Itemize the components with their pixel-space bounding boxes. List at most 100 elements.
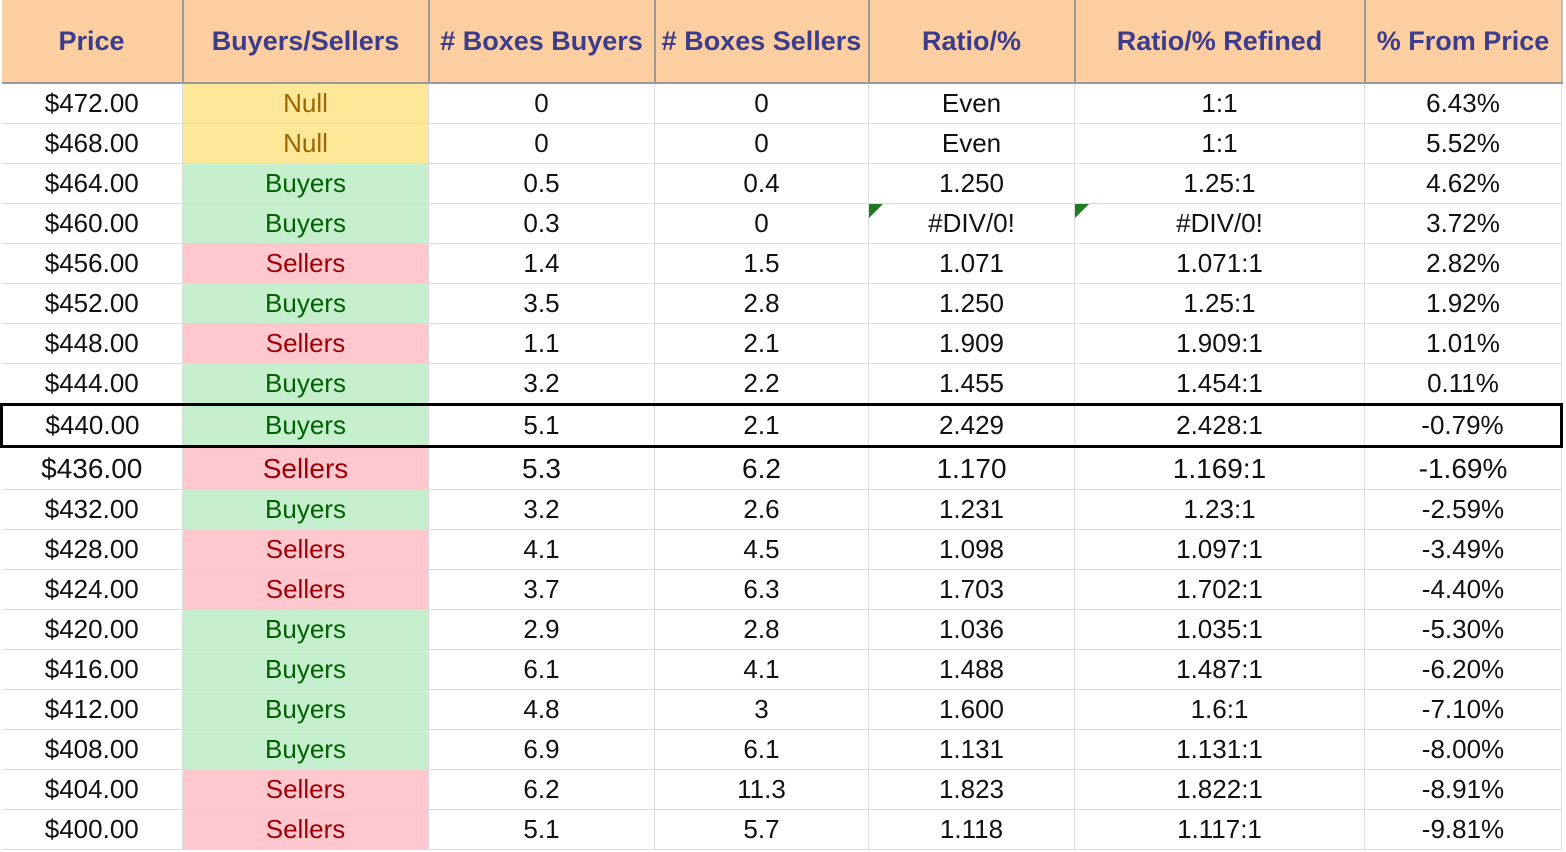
ratio-cell[interactable]: 1.488 — [868, 649, 1075, 690]
boxes-buyers-cell[interactable]: 6.1 — [428, 649, 655, 690]
boxes-sellers-cell[interactable]: 2.6 — [654, 489, 869, 530]
price-cell[interactable]: $404.00 — [1, 769, 183, 810]
ratio-refined-cell[interactable]: 1.487:1 — [1074, 649, 1365, 690]
pct-from-price-cell[interactable]: 2.82% — [1364, 243, 1562, 284]
ratio-refined-cell[interactable]: 1.035:1 — [1074, 609, 1365, 650]
price-cell[interactable]: $420.00 — [1, 609, 183, 650]
boxes-sellers-cell[interactable]: 2.2 — [654, 363, 869, 405]
boxes-sellers-cell[interactable]: 0 — [654, 123, 869, 164]
pct-from-price-cell[interactable]: -8.00% — [1364, 729, 1562, 770]
side-cell[interactable]: Buyers — [182, 203, 429, 244]
error-indicator-icon[interactable] — [869, 204, 883, 218]
side-cell[interactable]: Sellers — [182, 809, 429, 850]
ratio-refined-cell[interactable]: 1.25:1 — [1074, 283, 1365, 324]
side-cell[interactable]: Buyers — [182, 363, 429, 405]
boxes-sellers-cell[interactable]: 2.8 — [654, 283, 869, 324]
price-cell[interactable]: $400.00 — [1, 809, 183, 850]
boxes-buyers-cell[interactable]: 0 — [428, 83, 655, 124]
ratio-refined-cell[interactable]: 1:1 — [1074, 123, 1365, 164]
price-cell[interactable]: $408.00 — [1, 729, 183, 770]
price-cell[interactable]: $460.00 — [1, 203, 183, 244]
header-boxes-buyers[interactable]: # Boxes Buyers — [428, 0, 656, 84]
ratio-refined-cell[interactable]: 1.909:1 — [1074, 323, 1365, 364]
ratio-cell[interactable]: 1.600 — [868, 689, 1075, 730]
pct-from-price-cell[interactable]: 1.92% — [1364, 283, 1562, 324]
boxes-buyers-cell[interactable]: 5.1 — [428, 809, 655, 850]
boxes-buyers-cell[interactable]: 0.3 — [428, 203, 655, 244]
header-pct-from-price[interactable]: % From Price — [1364, 0, 1563, 84]
boxes-sellers-cell[interactable]: 2.8 — [654, 609, 869, 650]
price-cell[interactable]: $448.00 — [1, 323, 183, 364]
price-cell[interactable]: $436.00 — [1, 446, 183, 490]
pct-from-price-cell[interactable]: -0.79% — [1364, 403, 1563, 448]
boxes-sellers-cell[interactable]: 0 — [654, 203, 869, 244]
ratio-refined-cell[interactable]: #DIV/0! — [1074, 203, 1365, 244]
side-cell[interactable]: Buyers — [182, 649, 429, 690]
side-cell[interactable]: Sellers — [182, 769, 429, 810]
price-cell[interactable]: $444.00 — [1, 363, 183, 405]
boxes-sellers-cell[interactable]: 5.7 — [654, 809, 869, 850]
pct-from-price-cell[interactable]: 3.72% — [1364, 203, 1562, 244]
price-cell[interactable]: $452.00 — [1, 283, 183, 324]
ratio-refined-cell[interactable]: 1.097:1 — [1074, 529, 1365, 570]
ratio-cell[interactable]: 1.231 — [868, 489, 1075, 530]
side-cell[interactable]: Sellers — [182, 243, 429, 284]
boxes-buyers-cell[interactable]: 5.1 — [428, 403, 655, 448]
boxes-sellers-cell[interactable]: 0.4 — [654, 163, 869, 204]
side-cell[interactable]: Buyers — [182, 609, 429, 650]
pct-from-price-cell[interactable]: -2.59% — [1364, 489, 1562, 530]
boxes-sellers-cell[interactable]: 4.1 — [654, 649, 869, 690]
side-cell[interactable]: Buyers — [182, 489, 429, 530]
side-cell[interactable]: Sellers — [182, 529, 429, 570]
boxes-sellers-cell[interactable]: 6.3 — [654, 569, 869, 610]
price-cell[interactable]: $468.00 — [1, 123, 183, 164]
ratio-cell[interactable]: 2.429 — [868, 403, 1075, 448]
ratio-cell[interactable]: 1.118 — [868, 809, 1075, 850]
ratio-cell[interactable]: 1.823 — [868, 769, 1075, 810]
pct-from-price-cell[interactable]: -3.49% — [1364, 529, 1562, 570]
ratio-cell[interactable]: 1.098 — [868, 529, 1075, 570]
pct-from-price-cell[interactable]: -6.20% — [1364, 649, 1562, 690]
ratio-cell[interactable]: 1.909 — [868, 323, 1075, 364]
ratio-cell[interactable]: Even — [868, 123, 1075, 164]
price-cell[interactable]: $412.00 — [1, 689, 183, 730]
pct-from-price-cell[interactable]: -5.30% — [1364, 609, 1562, 650]
side-cell[interactable]: Null — [182, 123, 429, 164]
ratio-cell[interactable]: 1.170 — [868, 446, 1075, 490]
boxes-sellers-cell[interactable]: 0 — [654, 83, 869, 124]
boxes-buyers-cell[interactable]: 4.8 — [428, 689, 655, 730]
boxes-buyers-cell[interactable]: 2.9 — [428, 609, 655, 650]
pct-from-price-cell[interactable]: 1.01% — [1364, 323, 1562, 364]
price-cell[interactable]: $424.00 — [1, 569, 183, 610]
pct-from-price-cell[interactable]: -1.69% — [1364, 446, 1562, 490]
pct-from-price-cell[interactable]: -7.10% — [1364, 689, 1562, 730]
boxes-sellers-cell[interactable]: 11.3 — [654, 769, 869, 810]
boxes-buyers-cell[interactable]: 3.2 — [428, 363, 655, 405]
pct-from-price-cell[interactable]: 5.52% — [1364, 123, 1562, 164]
ratio-refined-cell[interactable]: 1.131:1 — [1074, 729, 1365, 770]
ratio-refined-cell[interactable]: 2.428:1 — [1074, 403, 1365, 448]
ratio-refined-cell[interactable]: 1.117:1 — [1074, 809, 1365, 850]
side-cell[interactable]: Buyers — [182, 283, 429, 324]
ratio-refined-cell[interactable]: 1.169:1 — [1074, 446, 1365, 490]
side-cell[interactable]: Buyers — [182, 403, 429, 448]
ratio-cell[interactable]: #DIV/0! — [868, 203, 1075, 244]
boxes-sellers-cell[interactable]: 6.2 — [654, 446, 869, 490]
price-cell[interactable]: $472.00 — [1, 83, 183, 124]
boxes-buyers-cell[interactable]: 1.4 — [428, 243, 655, 284]
boxes-sellers-cell[interactable]: 2.1 — [654, 323, 869, 364]
ratio-cell[interactable]: 1.250 — [868, 163, 1075, 204]
side-cell[interactable]: Sellers — [182, 323, 429, 364]
side-cell[interactable]: Buyers — [182, 729, 429, 770]
side-cell[interactable]: Sellers — [182, 446, 429, 490]
pct-from-price-cell[interactable]: -4.40% — [1364, 569, 1562, 610]
header-boxes-sellers[interactable]: # Boxes Sellers — [654, 0, 870, 84]
pct-from-price-cell[interactable]: 0.11% — [1364, 363, 1562, 405]
ratio-refined-cell[interactable]: 1.822:1 — [1074, 769, 1365, 810]
pct-from-price-cell[interactable]: 6.43% — [1364, 83, 1562, 124]
ratio-refined-cell[interactable]: 1.702:1 — [1074, 569, 1365, 610]
boxes-sellers-cell[interactable]: 1.5 — [654, 243, 869, 284]
ratio-cell[interactable]: 1.036 — [868, 609, 1075, 650]
side-cell[interactable]: Buyers — [182, 163, 429, 204]
header-ratio-refined[interactable]: Ratio/% Refined — [1074, 0, 1366, 84]
